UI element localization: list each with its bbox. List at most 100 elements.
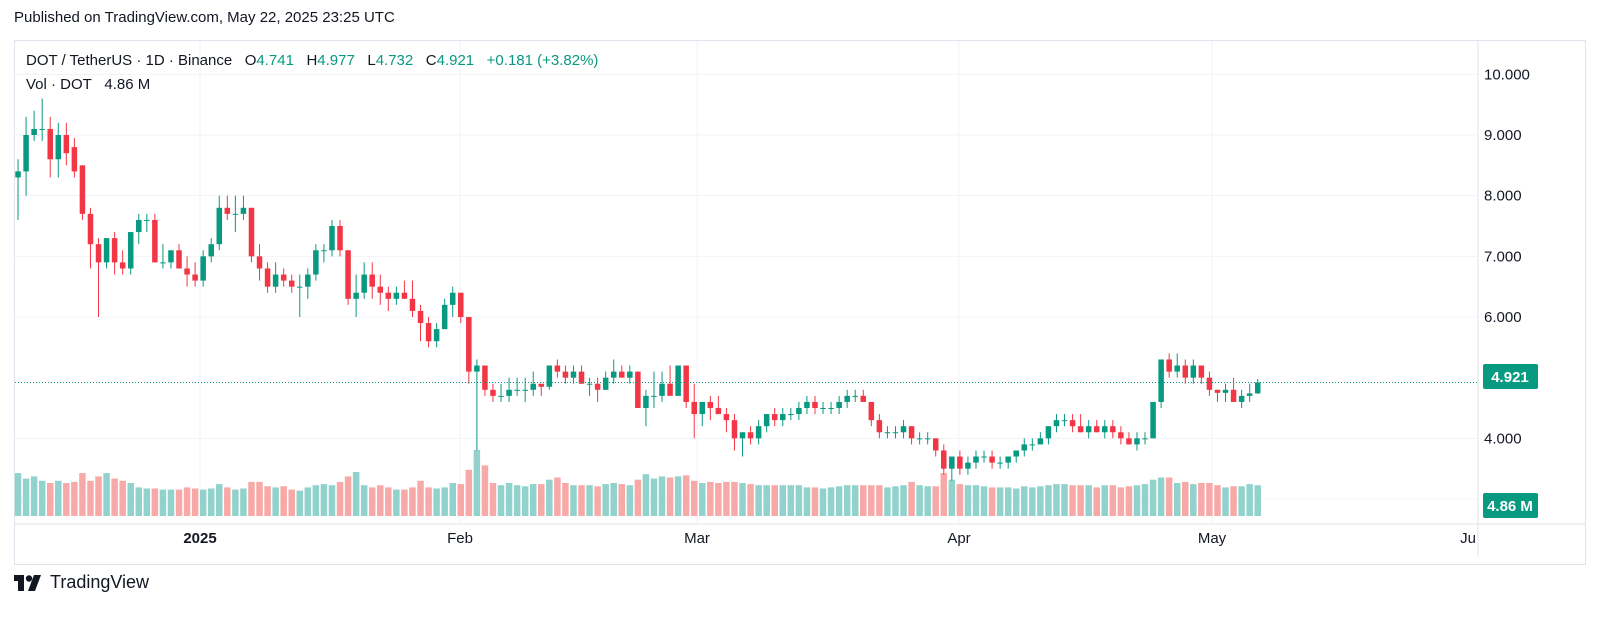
candle-body bbox=[55, 135, 62, 160]
candle-body bbox=[1118, 432, 1124, 439]
candle-body bbox=[796, 408, 802, 415]
volume-bar bbox=[481, 465, 489, 516]
x-tick-label: 2025 bbox=[183, 530, 216, 547]
candle-body bbox=[731, 420, 738, 439]
candle-body bbox=[683, 365, 689, 402]
volume-bar bbox=[216, 484, 223, 516]
volume-bar bbox=[1069, 485, 1076, 516]
volume-bar bbox=[417, 480, 424, 516]
volume-bar bbox=[835, 486, 843, 516]
volume-bar bbox=[594, 486, 601, 516]
volume-bar bbox=[819, 488, 827, 516]
candle-body bbox=[160, 262, 166, 264]
candle-body bbox=[868, 401, 875, 421]
volume-bar bbox=[280, 486, 287, 516]
candle-body bbox=[168, 250, 174, 263]
candle-body bbox=[1021, 444, 1028, 451]
candle-body bbox=[369, 274, 375, 287]
volume-bar bbox=[368, 487, 376, 516]
volume-bar bbox=[851, 485, 859, 516]
volume-bar bbox=[1012, 488, 1020, 516]
volume-bar bbox=[554, 477, 561, 516]
candle-body bbox=[71, 147, 78, 172]
y-tick-label: 9.000 bbox=[1484, 127, 1522, 144]
candle-body bbox=[723, 414, 730, 421]
volume-bar bbox=[296, 490, 304, 516]
candle-body bbox=[329, 226, 335, 251]
volume-bar bbox=[360, 485, 368, 516]
volume-bar bbox=[562, 483, 569, 516]
volume-bar bbox=[964, 485, 972, 516]
candle-body bbox=[804, 401, 810, 408]
candle-body bbox=[522, 389, 528, 391]
symbol-label: DOT / TetherUS · 1D · Binance bbox=[26, 52, 233, 69]
volume-bar bbox=[1045, 485, 1052, 516]
volume-bar bbox=[30, 476, 38, 516]
volume-bar bbox=[980, 486, 988, 516]
candle-body bbox=[997, 462, 1003, 464]
candle-body bbox=[31, 128, 37, 135]
candle-body bbox=[788, 414, 794, 416]
candle-body bbox=[1254, 382, 1261, 394]
candle-body bbox=[313, 250, 319, 275]
candle-body bbox=[836, 401, 842, 408]
footer-brand-text: TradingView bbox=[50, 572, 150, 592]
candle-body bbox=[119, 262, 126, 269]
volume-bar bbox=[272, 487, 279, 516]
candle-body bbox=[1102, 426, 1108, 433]
candle-body bbox=[1182, 365, 1189, 378]
candle-body bbox=[763, 414, 770, 427]
candle-body bbox=[425, 323, 432, 342]
volume-bar bbox=[304, 487, 312, 516]
close-value: 4.921 bbox=[436, 52, 475, 69]
candle-body bbox=[79, 165, 86, 214]
candle-body bbox=[433, 329, 440, 342]
volume-bar bbox=[95, 476, 102, 516]
candle-body bbox=[409, 298, 416, 311]
candle-body bbox=[498, 395, 504, 397]
footer-brand[interactable]: TradingView bbox=[14, 572, 149, 593]
chart-frame[interactable] bbox=[14, 40, 1586, 565]
candle-body bbox=[812, 401, 818, 408]
candle-body bbox=[514, 389, 520, 391]
volume-bar bbox=[626, 485, 634, 516]
volume-bar bbox=[1157, 477, 1165, 516]
candle-body bbox=[111, 238, 118, 263]
candle-body bbox=[643, 395, 649, 408]
candle-body bbox=[200, 256, 206, 281]
x-tick-label: Ju bbox=[1460, 530, 1476, 547]
y-tick-label: 7.000 bbox=[1484, 248, 1522, 265]
volume-bar bbox=[715, 483, 722, 516]
candle-body bbox=[1029, 444, 1036, 446]
candle-body bbox=[828, 408, 834, 409]
volume-bar bbox=[747, 484, 754, 516]
open-value: 4.741 bbox=[256, 52, 294, 69]
candle-body bbox=[39, 128, 45, 130]
volume-bar bbox=[771, 485, 778, 516]
candle-body bbox=[1198, 365, 1205, 378]
volume-bar bbox=[570, 485, 577, 516]
candle-body bbox=[337, 226, 343, 251]
high-value: 4.977 bbox=[317, 52, 355, 69]
candle-body bbox=[780, 414, 786, 421]
volume-bar bbox=[900, 485, 907, 516]
candle-body bbox=[23, 135, 29, 172]
candle-body bbox=[176, 250, 182, 269]
volume-bar bbox=[610, 483, 617, 516]
volume-bar bbox=[586, 485, 593, 516]
y-tick-label: 6.000 bbox=[1484, 309, 1522, 326]
candle-body bbox=[1013, 450, 1019, 457]
volume-bar bbox=[1133, 485, 1141, 516]
candle-body bbox=[1166, 359, 1172, 372]
candle-body bbox=[852, 395, 858, 397]
candle-body bbox=[449, 292, 456, 305]
volume-bars bbox=[14, 450, 1261, 516]
candle-body bbox=[1190, 365, 1197, 378]
volume-bar bbox=[521, 486, 529, 516]
volume-bar bbox=[46, 483, 54, 516]
candle-body bbox=[675, 365, 681, 396]
candle-body bbox=[15, 171, 21, 178]
volume-bar bbox=[868, 485, 875, 516]
volume-bar bbox=[1077, 485, 1084, 516]
